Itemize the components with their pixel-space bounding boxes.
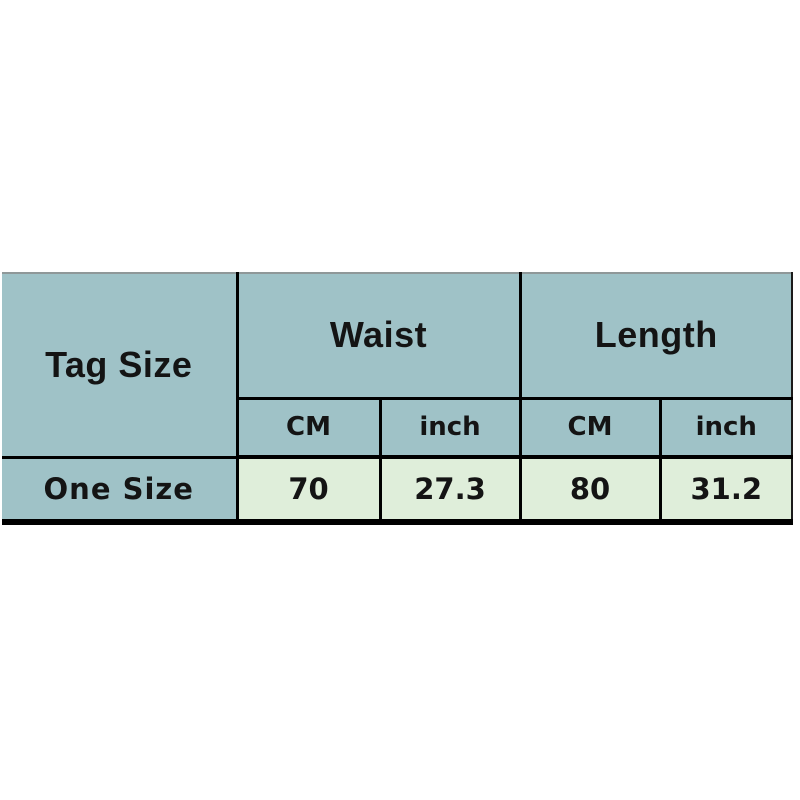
length-cm-value-cell: 80 — [518, 457, 660, 522]
row-label-one-size-cell: One Size — [2, 457, 237, 522]
waist-cm-value-cell: 70 — [235, 457, 380, 522]
waist-inch-unit-header-cell: inch — [378, 398, 520, 460]
size-chart-table: Tag Size Waist Length CM inch CM inch On… — [2, 272, 794, 525]
waist-inch-value-cell: 27.3 — [378, 457, 520, 522]
length-group-header-cell: Length — [518, 273, 793, 400]
waist-cm-unit-header-cell: CM — [235, 398, 380, 460]
length-cm-unit-header-cell: CM — [518, 398, 660, 460]
waist-group-header-cell: Waist — [235, 273, 520, 400]
length-inch-value-cell: 31.2 — [658, 457, 793, 522]
tag-size-header-cell: Tag Size — [2, 273, 237, 459]
length-inch-unit-header-cell: inch — [658, 398, 793, 460]
table-row: One Size 70 27.3 80 31.2 — [2, 457, 793, 522]
